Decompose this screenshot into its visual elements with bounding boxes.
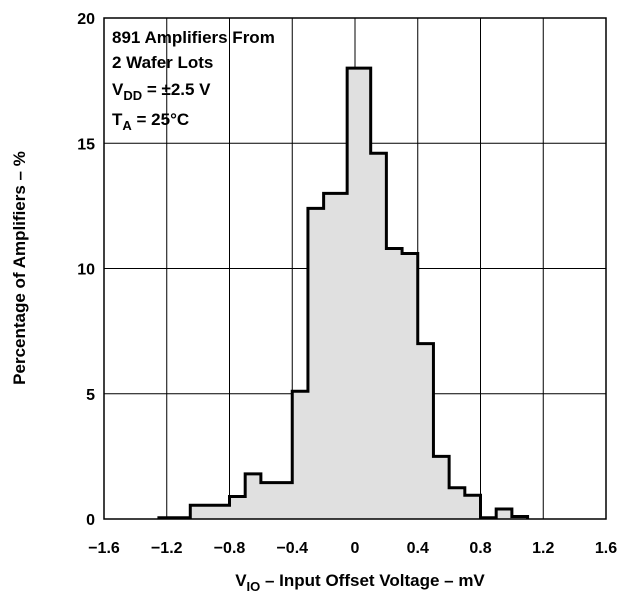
annotation-box: 891 Amplifiers From 2 Wafer Lots VDD = ±… [112,28,275,133]
x-axis-label: VIO – Input Offset Voltage – mV [235,571,485,594]
x-tick-label: −1.2 [151,540,183,557]
x-tick-label: 0.4 [407,540,429,557]
y-axis-label: Percentage of Amplifiers – % [10,151,29,385]
x-tick-label: −0.4 [276,540,308,557]
x-tick-label: 1.6 [595,540,617,557]
y-tick-labels: 0 5 10 15 20 [77,11,95,529]
annotation-line-4: TA = 25°C [112,110,189,133]
x-tick-labels: −1.6 −1.2 −0.8 −0.4 0 0.4 0.8 1.2 1.6 [88,540,617,557]
annotation-line-2: 2 Wafer Lots [112,53,213,72]
y-tick-label: 0 [86,512,95,529]
x-tick-label: 0 [351,540,360,557]
annotation-line-3: VDD = ±2.5 V [112,80,211,103]
x-tick-label: 1.2 [532,540,554,557]
plot-frame [103,17,607,520]
histogram-fill [158,68,528,519]
annotation-line-1: 891 Amplifiers From [112,28,275,47]
histogram-outline [157,66,530,520]
y-tick-label: 10 [77,262,95,279]
x-tick-label: −1.6 [88,540,120,557]
x-tick-label: −0.8 [214,540,246,557]
y-tick-label: 5 [86,387,95,404]
y-tick-label: 20 [77,11,95,28]
y-tick-label: 15 [77,136,95,153]
x-tick-label: 0.8 [469,540,491,557]
